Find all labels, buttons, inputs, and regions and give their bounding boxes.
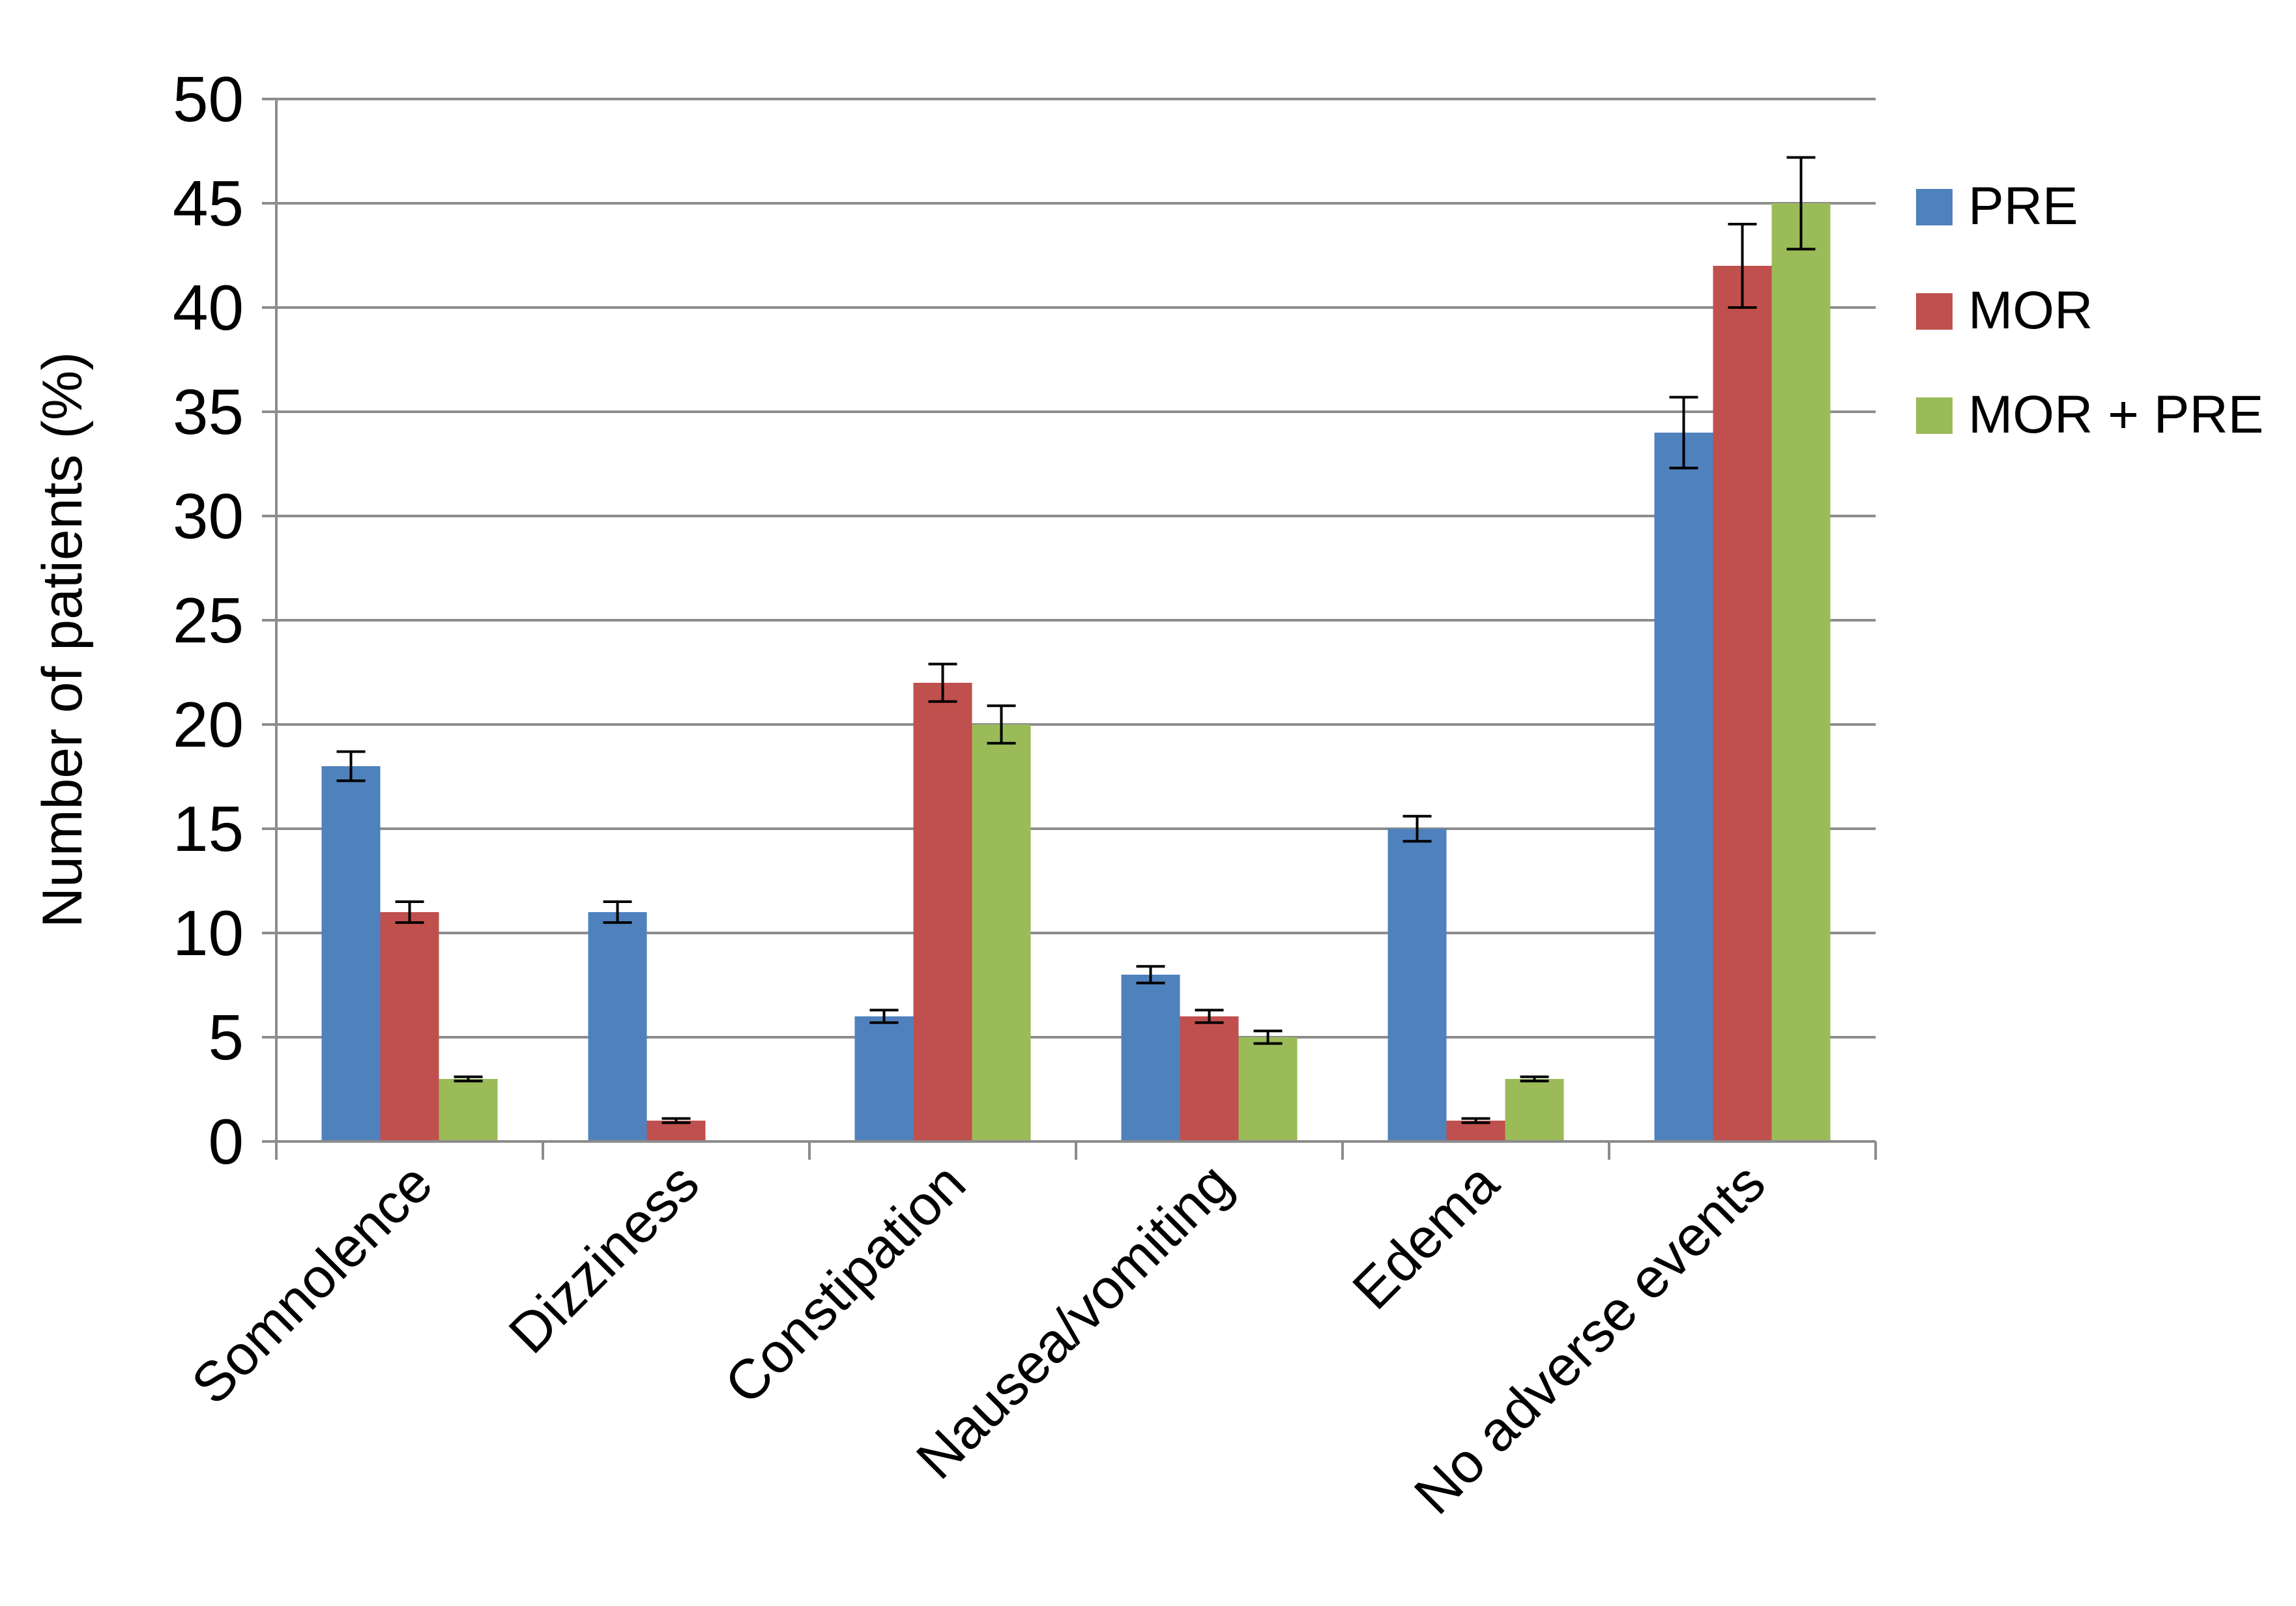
legend-label: MOR <box>1968 281 2093 340</box>
bar-mor-pre-4 <box>1505 1079 1564 1141</box>
gridlines <box>276 98 1876 1039</box>
y-tick-label: 35 <box>173 376 244 448</box>
bar-pre-5 <box>1654 433 1713 1141</box>
bar-pre-2 <box>854 1016 914 1141</box>
legend-swatch <box>1916 189 1953 225</box>
bar-pre-4 <box>1388 829 1447 1141</box>
legend-swatch <box>1916 397 1953 434</box>
y-tick-label: 25 <box>173 584 244 656</box>
bar-pre-3 <box>1121 975 1180 1141</box>
bar-mor-4 <box>1446 1121 1505 1141</box>
bars <box>321 203 1831 1141</box>
category-label: Edema <box>1341 1151 1511 1321</box>
y-axis-label: Number of patients (%) <box>31 352 94 928</box>
y-tick-label: 50 <box>173 63 244 135</box>
bar-mor-3 <box>1180 1016 1239 1141</box>
error-bars <box>336 156 1816 1125</box>
bar-pre-0 <box>321 766 381 1141</box>
legend-label: PRE <box>1968 177 2078 236</box>
category-label: Dizziness <box>497 1152 711 1366</box>
y-tick-label: 20 <box>173 689 244 760</box>
category-label: Constipation <box>713 1152 978 1416</box>
y-tick-label: 0 <box>208 1106 244 1177</box>
y-tick-label: 15 <box>173 793 244 865</box>
y-tick-labels: 0 5 10 15 20 25 30 35 40 45 50 <box>173 63 244 1177</box>
bar-mor-2 <box>913 683 972 1141</box>
x-category-labels: Somnolence Dizziness ConstipationNausea/vo… <box>180 1151 1777 1526</box>
axes <box>262 98 1877 1160</box>
bar-pre-1 <box>588 912 647 1141</box>
bar-mor-pre-2 <box>972 724 1031 1141</box>
bar-mor-pre-3 <box>1238 1037 1298 1141</box>
bar-mor-0 <box>380 912 439 1141</box>
legend-label: MOR + PRE <box>1968 385 2263 444</box>
y-tick-label: 45 <box>173 167 244 239</box>
y-tick-label: 40 <box>173 272 244 343</box>
legend: PRE MOR MOR + PRE <box>1916 177 2263 444</box>
y-tick-label: 10 <box>173 897 244 969</box>
bar-mor-1 <box>647 1121 706 1141</box>
bar-mor-pre-0 <box>439 1079 498 1141</box>
bar-mor-pre-5 <box>1771 203 1831 1141</box>
legend-swatch <box>1916 293 1953 330</box>
y-tick-label: 30 <box>173 480 244 552</box>
category-label: Somnolence <box>180 1152 444 1416</box>
y-tick-label: 5 <box>208 1001 244 1073</box>
bar-mor-5 <box>1713 266 1772 1141</box>
